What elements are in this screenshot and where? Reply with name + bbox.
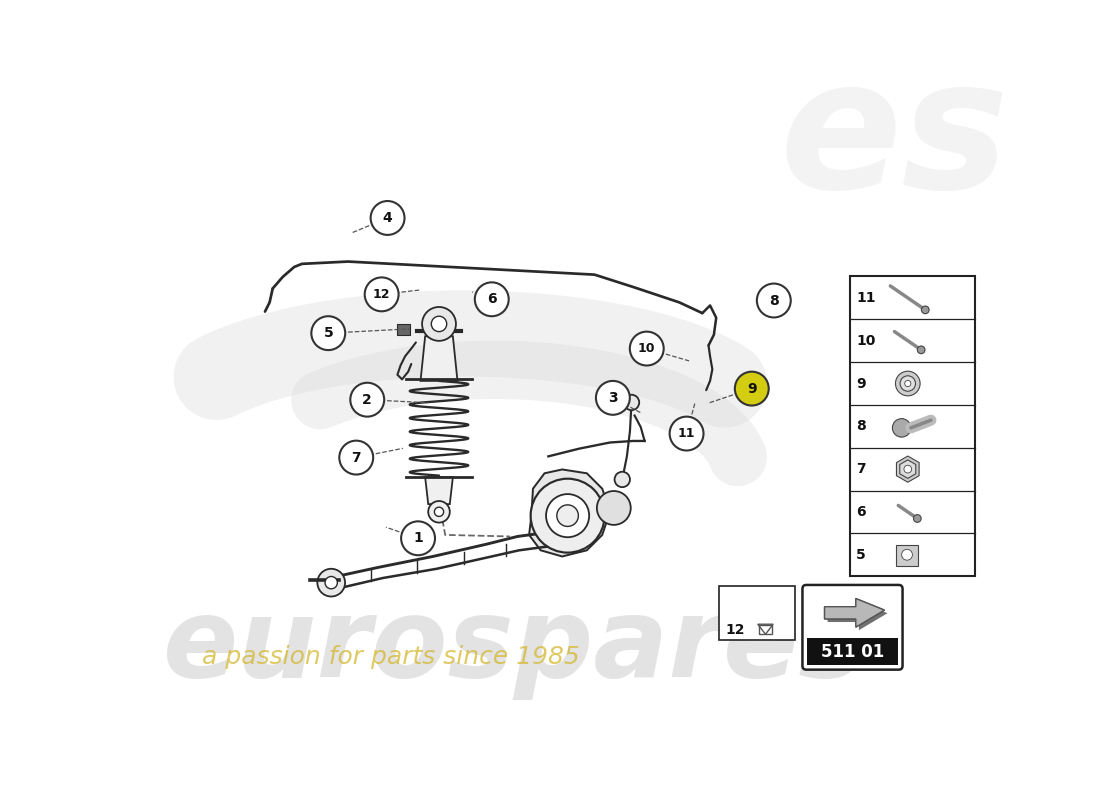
Text: 9: 9 (856, 377, 866, 390)
Text: 12: 12 (373, 288, 390, 301)
Text: 4: 4 (383, 211, 393, 225)
Circle shape (546, 494, 590, 538)
Text: 10: 10 (638, 342, 656, 355)
Circle shape (630, 332, 663, 366)
Text: 8: 8 (769, 294, 779, 307)
Circle shape (326, 577, 338, 589)
Circle shape (365, 278, 398, 311)
FancyBboxPatch shape (803, 585, 902, 670)
Polygon shape (425, 477, 453, 504)
Circle shape (922, 306, 930, 314)
Circle shape (670, 417, 704, 450)
Text: 12: 12 (726, 622, 745, 637)
Text: 511 01: 511 01 (821, 642, 884, 661)
Text: 11: 11 (678, 427, 695, 440)
Polygon shape (900, 460, 916, 478)
Circle shape (530, 478, 605, 553)
Polygon shape (529, 470, 609, 557)
Text: 6: 6 (487, 292, 496, 306)
Text: a passion for parts since 1985: a passion for parts since 1985 (202, 646, 580, 670)
Circle shape (428, 501, 450, 522)
Circle shape (615, 472, 630, 487)
Bar (896, 545, 917, 566)
Circle shape (402, 522, 434, 555)
Polygon shape (825, 598, 884, 627)
Circle shape (895, 371, 920, 396)
Bar (850, 277, 976, 576)
Circle shape (434, 507, 443, 517)
Text: 2: 2 (362, 393, 372, 406)
Bar (719, 586, 794, 640)
Circle shape (624, 394, 639, 410)
Circle shape (900, 376, 915, 391)
Bar (807, 638, 898, 665)
Circle shape (431, 316, 447, 332)
Circle shape (913, 514, 921, 522)
Circle shape (892, 418, 911, 437)
Circle shape (339, 441, 373, 474)
Circle shape (371, 201, 405, 235)
Circle shape (917, 346, 925, 354)
Circle shape (757, 283, 791, 318)
Circle shape (597, 491, 630, 525)
Text: 7: 7 (856, 462, 866, 476)
Circle shape (735, 372, 769, 406)
Text: 8: 8 (856, 419, 866, 434)
Circle shape (902, 550, 912, 560)
Text: eurospares: eurospares (163, 594, 866, 700)
Text: 5: 5 (323, 326, 333, 340)
Text: 9: 9 (747, 382, 757, 395)
Polygon shape (827, 602, 888, 630)
Text: 10: 10 (856, 334, 876, 348)
Polygon shape (420, 336, 458, 381)
Polygon shape (896, 456, 920, 482)
Bar (397, 324, 409, 334)
Circle shape (350, 382, 384, 417)
Text: 3: 3 (608, 391, 618, 405)
Text: 7: 7 (351, 450, 361, 465)
Circle shape (422, 307, 455, 341)
Circle shape (475, 282, 508, 316)
Circle shape (904, 466, 912, 473)
Text: 6: 6 (856, 505, 866, 519)
Circle shape (318, 569, 345, 597)
Text: 11: 11 (856, 291, 876, 305)
Text: es: es (779, 50, 1009, 226)
Text: 1: 1 (414, 531, 422, 546)
Circle shape (596, 381, 630, 414)
Bar (759, 625, 772, 634)
Circle shape (904, 381, 911, 386)
Text: 5: 5 (856, 548, 866, 562)
Polygon shape (825, 598, 884, 627)
Circle shape (311, 316, 345, 350)
Circle shape (557, 505, 579, 526)
